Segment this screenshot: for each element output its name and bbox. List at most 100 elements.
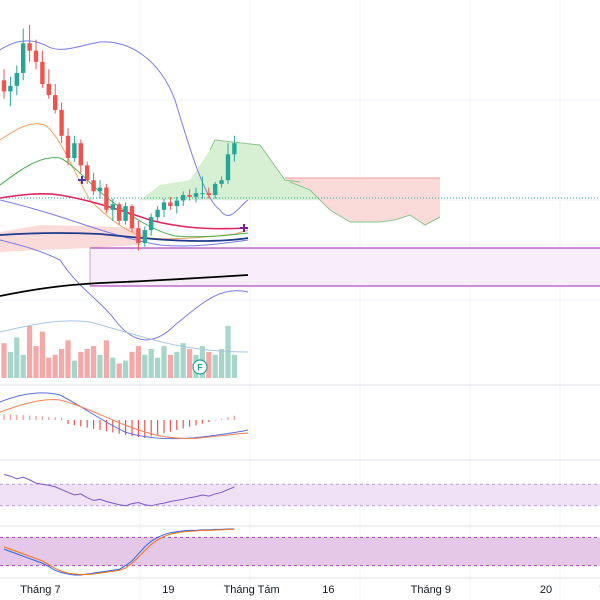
candle-body — [46, 84, 51, 96]
candle-body — [85, 165, 90, 181]
candle-body — [91, 180, 96, 192]
candle-body — [40, 61, 45, 84]
ema-mid-line — [0, 157, 249, 238]
volume-bar — [20, 354, 26, 378]
candle-body — [33, 50, 39, 62]
volume-bar — [97, 354, 103, 378]
x-axis-tick-label: 16 — [322, 584, 334, 596]
volume-bar — [84, 349, 90, 378]
candle-body — [161, 202, 167, 210]
volume-bar — [116, 363, 122, 378]
volume-ma-line — [0, 320, 249, 353]
macd-signal-line — [0, 399, 249, 439]
candle-body — [97, 187, 103, 192]
volume-bar — [65, 340, 71, 378]
x-axis-tick-label: 20 — [540, 584, 552, 596]
stochastic-pane — [0, 528, 600, 576]
rsi-pane — [0, 473, 600, 527]
x-axis-tick-label: Tháng 9 — [411, 584, 451, 596]
candle-body — [1, 80, 7, 92]
candle-body — [78, 143, 83, 166]
volume-bar — [231, 354, 237, 378]
volume-bar — [135, 346, 141, 378]
volume-bar — [39, 331, 45, 378]
candle-body — [181, 195, 186, 201]
candle-body — [65, 135, 71, 158]
volume-bar — [161, 346, 167, 378]
macd-line — [0, 392, 249, 440]
candle-body — [117, 204, 122, 221]
rsi-line — [3, 473, 235, 507]
volume-pane: F — [0, 320, 600, 386]
volume-bar — [174, 351, 180, 378]
volume-bar — [1, 343, 7, 378]
volume-bar — [14, 337, 20, 378]
volume-bar — [59, 349, 65, 378]
volume-bar — [155, 357, 161, 378]
candle-body — [225, 154, 231, 181]
candle-body — [193, 193, 199, 197]
candle-body — [72, 143, 77, 158]
cloud-edge-green — [209, 139, 301, 183]
volume-bar — [27, 325, 33, 378]
candle-body — [213, 183, 218, 195]
volume-bar — [219, 349, 225, 378]
candle-body — [21, 43, 26, 73]
volume-bar — [142, 354, 148, 378]
volume-bar — [129, 351, 135, 378]
x-axis-tick-label: 19 — [162, 584, 174, 596]
candle-body — [14, 72, 19, 86]
cloud-edge-lower — [289, 181, 441, 226]
ichimoku-cloud-red — [285, 178, 440, 225]
candle-body — [155, 209, 160, 218]
volume-bar — [110, 357, 116, 378]
volume-bar — [33, 346, 39, 378]
candle-body — [168, 202, 173, 207]
rsi-band — [0, 484, 600, 506]
candle-body — [232, 143, 237, 155]
bollinger-lower — [0, 239, 249, 341]
candle-body — [104, 187, 109, 210]
volume-bar — [46, 357, 52, 378]
candle-body — [206, 193, 211, 195]
candle-body — [187, 195, 192, 197]
candle-body — [219, 180, 224, 184]
candle-body — [129, 206, 135, 229]
volume-bar — [103, 340, 109, 378]
candle-body — [59, 109, 64, 136]
candle-body — [53, 95, 58, 110]
ema-black-line — [0, 274, 249, 297]
candle-body — [136, 228, 141, 244]
macd-pane — [0, 392, 600, 461]
volume-bar — [52, 354, 58, 378]
volume-bar — [167, 354, 173, 378]
event-badge-f-icon: F — [197, 363, 203, 373]
ema-fast-line — [0, 123, 249, 240]
candle-body — [110, 204, 115, 210]
candle-body — [8, 85, 13, 92]
candle-body — [200, 193, 205, 195]
volume-bar — [206, 351, 212, 378]
candle-body — [27, 43, 32, 51]
stochastic-band — [0, 537, 600, 566]
x-axis-tick-label: Tháng 7 — [20, 584, 60, 596]
x-axis-tick-label: Tháng Tám — [224, 584, 280, 596]
volume-bar — [91, 346, 97, 378]
candle-body — [123, 206, 128, 221]
volume-bar — [212, 354, 218, 378]
bollinger-upper — [0, 40, 249, 216]
volume-bar — [187, 349, 193, 378]
candle-body — [149, 217, 154, 231]
candle-body — [142, 230, 147, 244]
event-badge-circle — [192, 359, 208, 375]
volume-bar — [71, 360, 77, 378]
volume-bar — [123, 360, 129, 378]
volume-bar — [78, 351, 84, 378]
stochastic-d-line — [3, 528, 235, 576]
volume-bar — [7, 351, 13, 378]
volume-bar — [180, 343, 186, 378]
candle-body — [174, 200, 179, 207]
